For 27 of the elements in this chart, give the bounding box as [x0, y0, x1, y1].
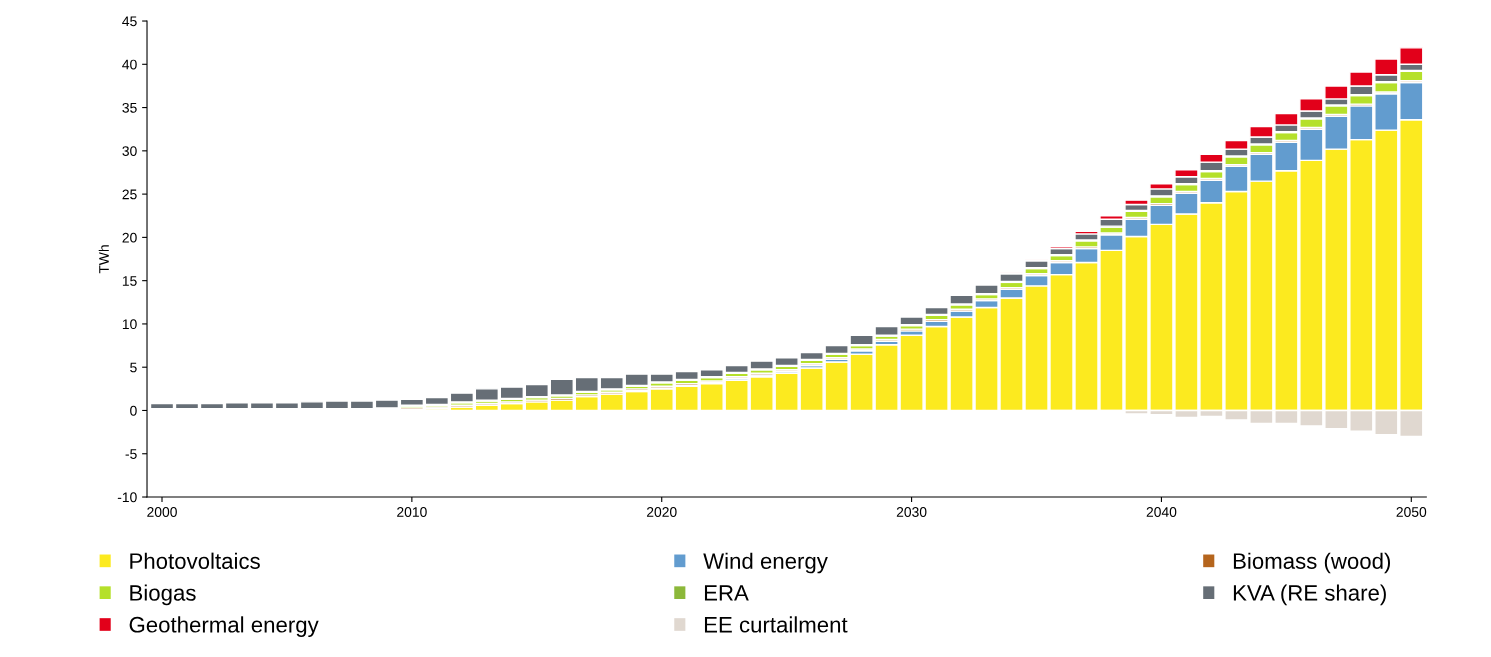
legend-label: Biomass (wood): [1233, 552, 1391, 574]
legend-label: Photovoltaics: [130, 552, 260, 569]
y-tick-label: 25: [122, 189, 137, 200]
y-axis-title: TWh: [98, 245, 109, 274]
y-tick-label: -5: [125, 449, 137, 459]
legend-label: ERA: [704, 585, 749, 601]
x-tick-label: 2030: [896, 507, 927, 517]
y-tick-label: -10: [117, 492, 137, 503]
x-tick-label: 2040: [1146, 507, 1177, 517]
legend-label: Geothermal energy: [129, 616, 319, 637]
y-tick-label: 15: [122, 276, 137, 286]
legend-label: Wind energy: [703, 552, 828, 574]
y-tick-label: 5: [130, 362, 137, 373]
legend-label: KVA (RE share): [1233, 584, 1386, 606]
y-tick-label: 30: [122, 146, 137, 157]
legend-label: Biogas: [130, 584, 196, 606]
x-tick-label: 2010: [397, 507, 427, 517]
y-tick-label: 45: [122, 16, 137, 27]
y-tick-label: 10: [122, 319, 137, 330]
y-tick-label: 40: [122, 59, 137, 70]
y-tick-label: 20: [122, 232, 137, 243]
x-tick-label: 2050: [1396, 507, 1427, 517]
x-tick-label: 2020: [646, 507, 677, 517]
legend-label: EE curtailment: [704, 616, 848, 633]
y-tick-label: 35: [122, 102, 137, 113]
x-tick-label: 2000: [147, 507, 177, 517]
y-tick-label: 0: [130, 405, 137, 416]
